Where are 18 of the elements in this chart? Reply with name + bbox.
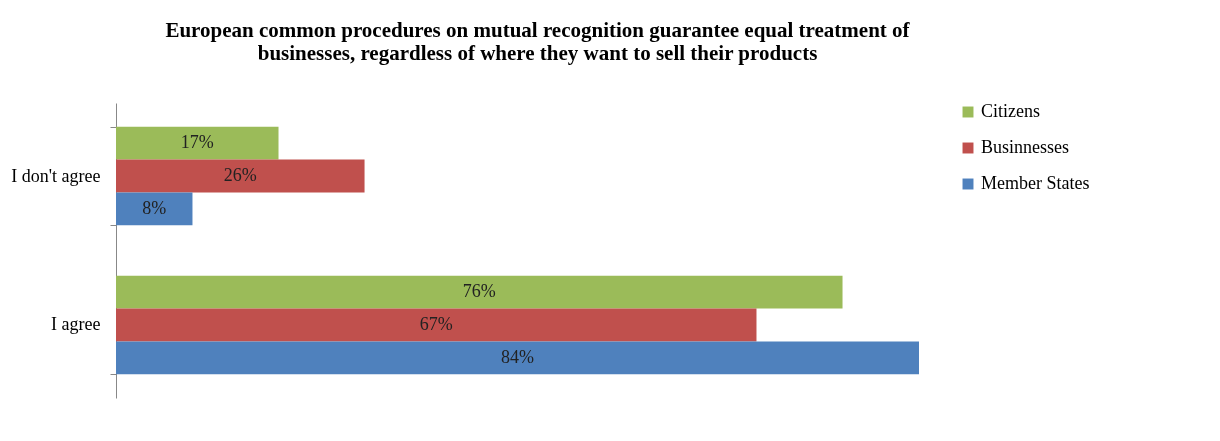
data-label: 26% bbox=[223, 165, 257, 186]
data-label: 8% bbox=[142, 197, 167, 218]
bar bbox=[116, 192, 193, 226]
y-tick-label: I don't agree bbox=[11, 165, 101, 186]
y-tick-label: I agree bbox=[51, 314, 101, 335]
data-label: 84% bbox=[501, 346, 534, 367]
data-label: 67% bbox=[419, 313, 453, 334]
chart-title: European common procedures on mutual recognition guarantee equal treatment of businesses, regardless of where they want to sell their products bbox=[165, 18, 911, 65]
bar bbox=[116, 275, 843, 309]
bar bbox=[116, 159, 365, 193]
bar bbox=[116, 341, 919, 375]
legend-label: Businnesses bbox=[981, 137, 1070, 157]
bar bbox=[116, 308, 757, 342]
data-label: 17% bbox=[180, 132, 214, 153]
data-label: 76% bbox=[462, 281, 496, 302]
bar bbox=[116, 126, 279, 160]
legend-label: Member States bbox=[981, 173, 1090, 193]
legend-label: Citizens bbox=[981, 101, 1040, 121]
